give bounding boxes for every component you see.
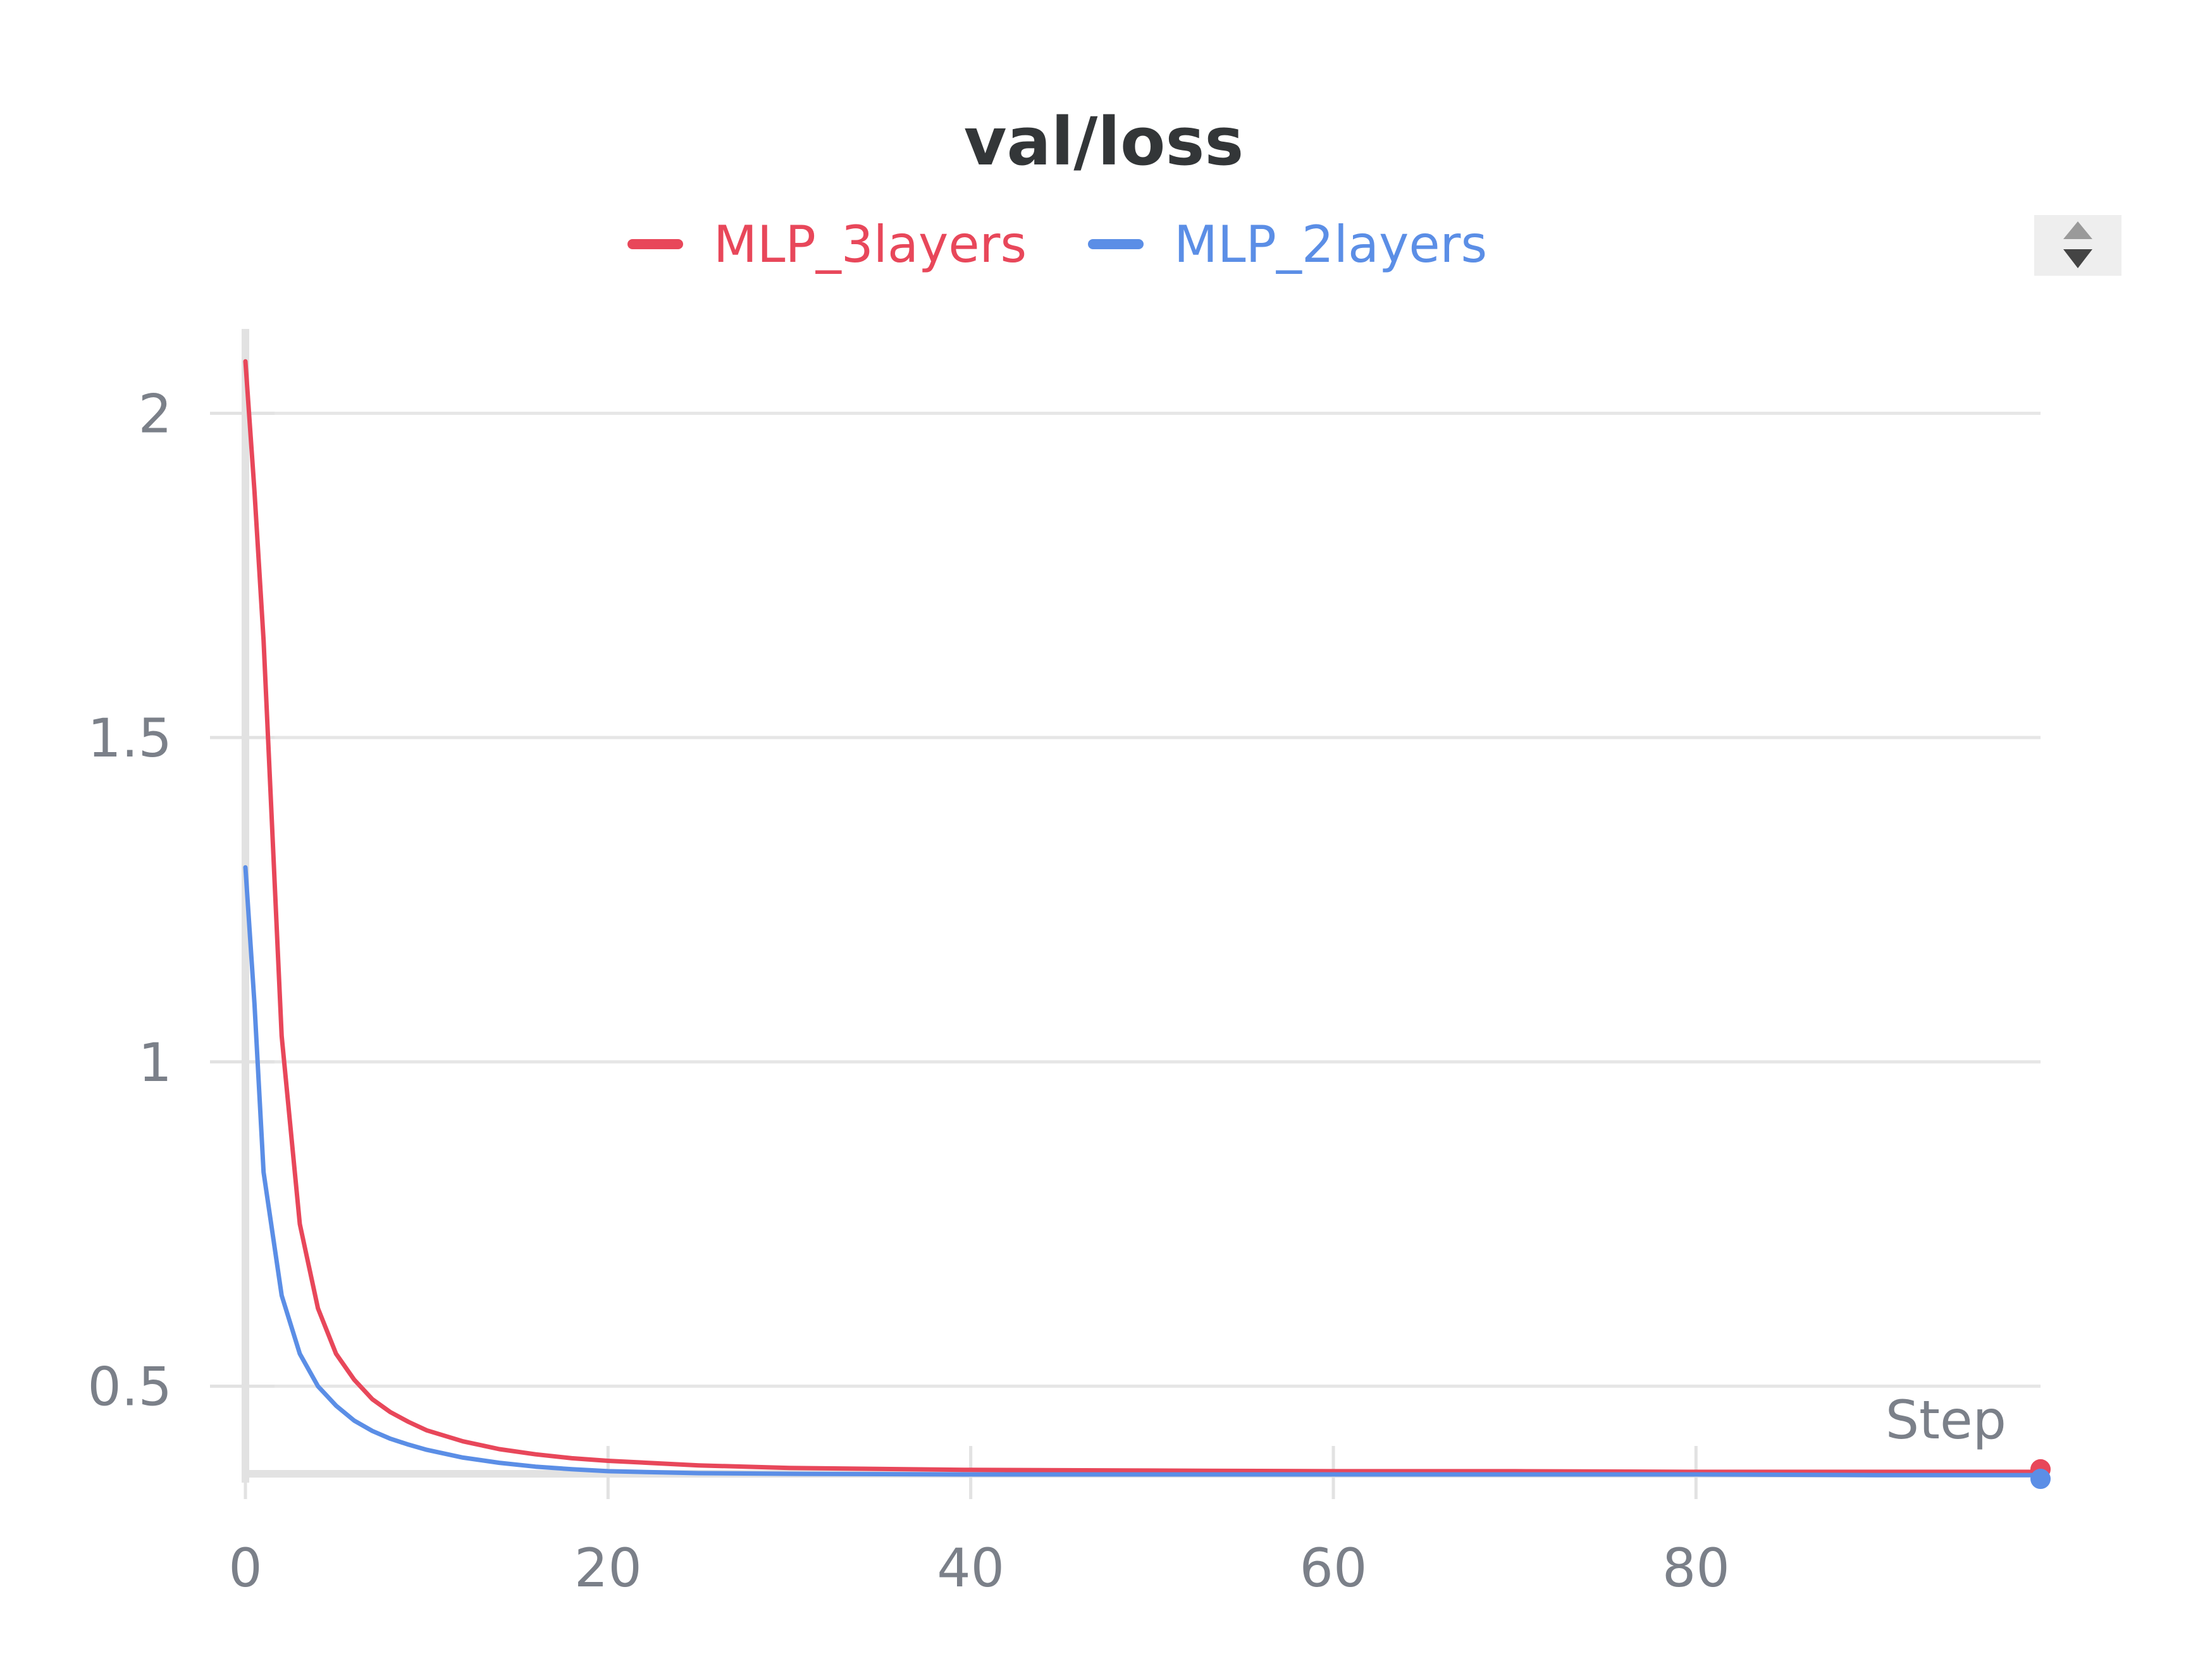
x-tick-label: 40 <box>937 1537 1004 1599</box>
legend-label-mlp-3layers: MLP_3layers <box>713 215 1027 274</box>
x-tick-label: 0 <box>228 1537 262 1599</box>
series-endpoint-mlp-2layers[interactable] <box>2030 1469 2051 1490</box>
y-tick-label: 2 <box>139 383 172 445</box>
y-tick-label: 1.5 <box>87 707 172 769</box>
x-axis-title: Step <box>1886 1389 2006 1451</box>
y-axis-ticks: 0.5 1 1.5 2 <box>87 383 275 1418</box>
chart-title: val/loss <box>964 103 1244 180</box>
x-tick-label: 80 <box>1662 1537 1730 1599</box>
series-line-mlp-2layers <box>243 865 2043 1478</box>
y-tick-label: 1 <box>139 1032 172 1094</box>
x-tick-label: 20 <box>574 1537 642 1599</box>
legend: MLP_3layers MLP_2layers <box>627 215 1487 274</box>
y-tick-label: 0.5 <box>87 1356 172 1418</box>
triangle-down-icon[interactable] <box>2063 249 2092 268</box>
triangle-up-icon[interactable] <box>2063 221 2092 239</box>
legend-label-mlp-2layers: MLP_2layers <box>1174 215 1487 274</box>
legend-item-mlp-3layers[interactable]: MLP_3layers <box>627 215 1027 274</box>
legend-scroll-button[interactable] <box>2034 215 2121 276</box>
x-axis-ticks: 0 20 40 60 80 <box>228 1446 1730 1599</box>
series-lines <box>243 359 2051 1490</box>
legend-item-mlp-2layers[interactable]: MLP_2layers <box>1088 215 1487 274</box>
x-tick-label: 60 <box>1300 1537 1368 1599</box>
series-line-mlp-3layers <box>243 359 2043 1474</box>
grid <box>245 411 2041 1388</box>
